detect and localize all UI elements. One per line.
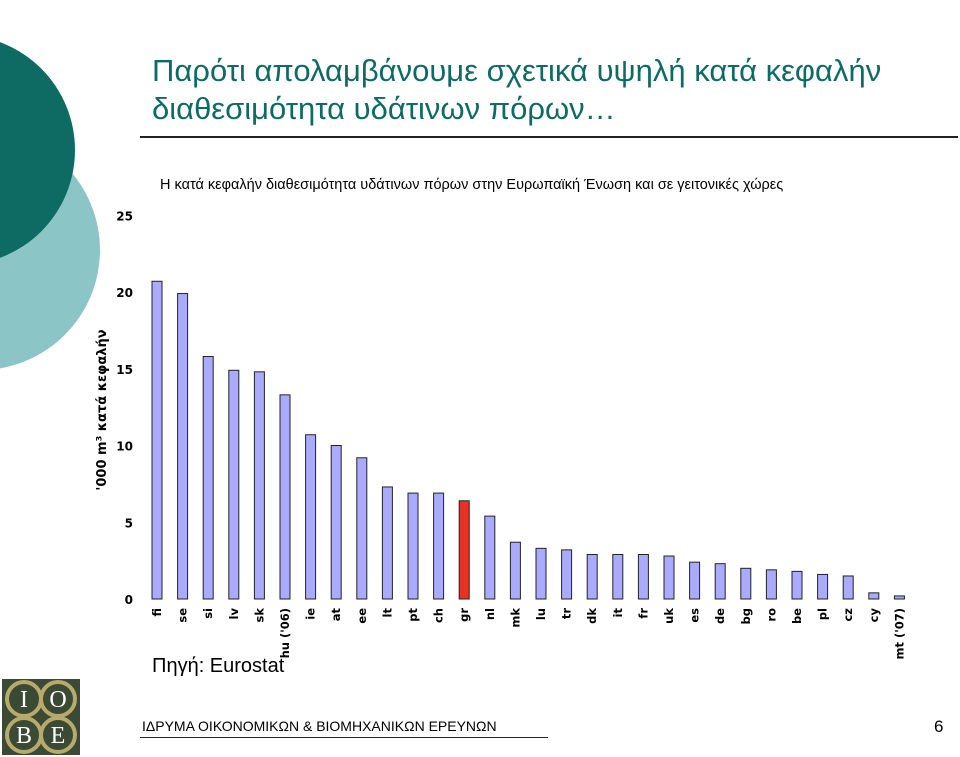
logo-letter: Ο: [49, 687, 66, 713]
decorative-dark-circle: [0, 42, 75, 258]
bar-hu: [279, 394, 291, 600]
bar-nl: [484, 515, 496, 600]
bar-at: [330, 445, 342, 600]
y-tick-label: 15: [116, 363, 133, 377]
x-tick-label: lv: [227, 608, 241, 620]
footer-organization: ΙΔΡΥΜΑ ΟΙΚΟΝΟΜΙΚΩΝ & ΒΙΟΜΗΧΑΝΙΚΩΝ ΕΡΕΥΝΩ…: [142, 718, 497, 734]
x-tick-label: mt ('07): [892, 608, 906, 660]
bar-dk: [586, 553, 598, 600]
x-tick-label: es: [688, 608, 702, 623]
x-tick-label: lt: [380, 608, 394, 618]
bar-ro: [765, 569, 777, 600]
bar-si: [202, 355, 214, 600]
logo: Ι ΟΒ Ε: [2, 679, 80, 755]
bar-ee: [356, 457, 368, 600]
x-tick-label: se: [176, 608, 190, 623]
source-note: Πηγή: Eurostat: [152, 655, 285, 677]
x-tick-label: be: [790, 608, 804, 624]
chart-title: Η κατά κεφαλήν διαθεσιμότητα υδάτινων πό…: [160, 177, 784, 193]
bar-fi: [151, 280, 163, 600]
bar-ch: [433, 492, 445, 600]
logo-letter: Ι: [20, 687, 28, 713]
bar-se: [177, 293, 189, 600]
x-tick-label: pl: [816, 608, 830, 620]
x-tick-label: dk: [585, 608, 599, 624]
slide-title: Παρότι απολαμβάνουμε σχετικά υψηλή κατά …: [152, 52, 952, 128]
x-tick-label: at: [329, 608, 343, 622]
x-tick-label: pt: [406, 608, 420, 622]
x-tick-label: bg: [739, 608, 753, 624]
bar-chart: 0 5 10 15 20 25 '000 m³ κατά κεφαλήν fi se si lv…: [95, 209, 906, 660]
bar-be: [791, 570, 803, 600]
decorative-circles: [0, 42, 100, 369]
x-tick-label: it: [611, 608, 625, 618]
bar-mk: [509, 541, 521, 600]
x-tick-label: fr: [636, 608, 650, 619]
x-tick-label: ee: [355, 608, 369, 624]
bar-mt: [893, 595, 905, 600]
x-tick-label: de: [713, 608, 727, 624]
x-tick-label: ie: [304, 608, 318, 620]
bar-pt: [407, 492, 419, 600]
bar-bg: [740, 567, 752, 600]
bar-lv: [228, 369, 240, 600]
y-tick-label: 20: [116, 286, 133, 300]
x-tick-label: cy: [867, 608, 881, 623]
logo-letter: Ε: [51, 723, 66, 749]
y-tick-label: 10: [116, 440, 133, 454]
x-tick-label: lu: [534, 608, 548, 620]
x-tick-label: sk: [252, 608, 266, 623]
bar-sk: [253, 371, 265, 600]
page-number: 6: [934, 717, 944, 736]
y-tick-label: 25: [116, 209, 133, 223]
bar-ie: [305, 434, 317, 600]
bar-gr: [458, 500, 470, 600]
bar-cy: [868, 592, 880, 600]
x-tick-label: ch: [432, 608, 446, 623]
bar-tr: [561, 549, 573, 600]
bar-uk: [663, 555, 675, 600]
bar-de: [714, 563, 726, 600]
x-tick-label: hu ('06): [278, 608, 292, 658]
logo-ring: [39, 716, 77, 754]
bars: [151, 280, 905, 600]
x-tick-label: mk: [508, 608, 522, 628]
logo-rings: Ι ΟΒ Ε: [5, 680, 77, 754]
x-tick-label: cz: [841, 608, 855, 622]
logo-letter: Β: [16, 723, 32, 749]
bar-pl: [817, 573, 829, 600]
x-tick-label: nl: [483, 608, 497, 620]
title-divider: [140, 136, 958, 138]
x-tick-label: si: [201, 608, 215, 619]
x-tick-label: gr: [457, 608, 471, 622]
y-axis-ticks: 0 5 10 15 20 25: [116, 209, 133, 607]
x-tick-label: uk: [662, 608, 676, 624]
y-tick-label: 5: [125, 516, 133, 530]
bar-lt: [381, 486, 393, 600]
x-axis-ticks: fi se si lv sk hu ('06) ie at ee lt pt ch gr nl mk lu tr…: [150, 608, 906, 660]
y-axis-label: '000 m³ κατά κεφαλήν: [95, 329, 110, 490]
bar-lu: [535, 547, 547, 600]
x-tick-label: ro: [764, 608, 778, 622]
bar-fr: [637, 553, 649, 600]
bar-cz: [842, 575, 854, 600]
logo-background: [2, 679, 80, 755]
x-tick-label: tr: [560, 608, 574, 619]
footer-divider: [140, 737, 548, 738]
y-tick-label: 0: [125, 593, 133, 607]
bar-it: [612, 553, 624, 600]
slide-title-line1: Παρότι απολαμβάνουμε σχετικά υψηλή κατά …: [152, 53, 882, 88]
x-tick-label: fi: [150, 608, 164, 617]
bar-es: [689, 561, 701, 600]
slide-title-line2: διαθεσιμότητα υδάτινων πόρων…: [152, 91, 616, 126]
